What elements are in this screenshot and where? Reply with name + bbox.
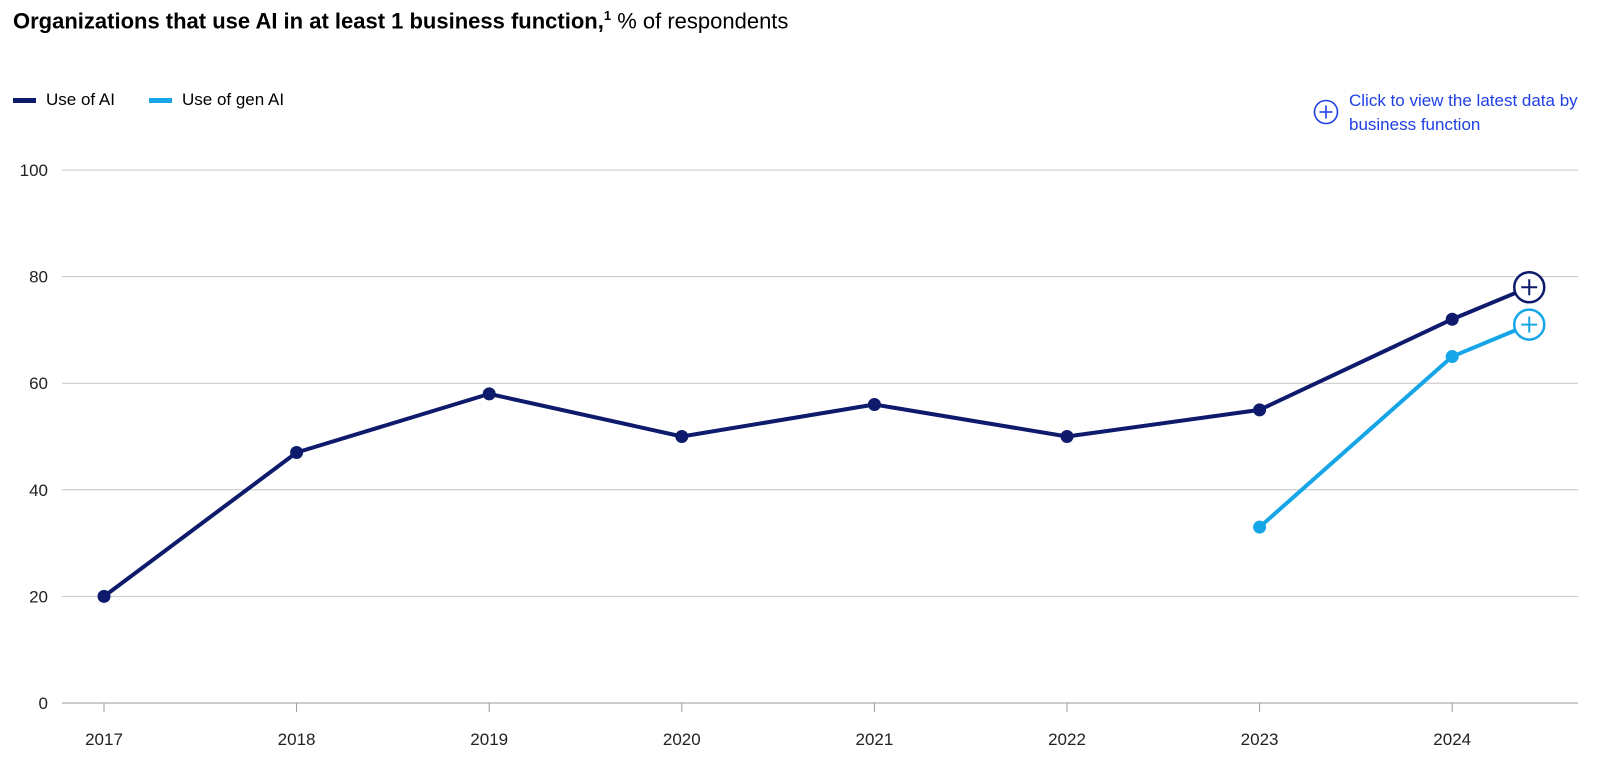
chart-title-main: Organizations that use AI in at least 1 … (13, 8, 604, 34)
plus-circle-icon (1313, 99, 1339, 125)
latest-point-button-use-of-gen-ai[interactable] (1512, 308, 1546, 341)
chart-title: Organizations that use AI in at least 1 … (13, 8, 788, 34)
latest-point-button-use-of-ai[interactable] (1512, 271, 1546, 304)
chart-title-unit: % of respondents (617, 8, 789, 34)
y-tick-label-60: 60 (29, 374, 48, 393)
x-tick-label-2022: 2022 (1048, 730, 1086, 749)
legend: Use of AI Use of gen AI (13, 90, 284, 110)
y-tick-label-100: 100 (20, 161, 48, 180)
y-tick-label-80: 80 (29, 268, 48, 287)
chart-title-footnote: 1 (603, 8, 612, 23)
data-point-use-of-ai-2021 (867, 398, 881, 412)
legend-swatch-use-of-ai (13, 97, 36, 103)
x-tick-label-2024: 2024 (1433, 730, 1471, 749)
view-latest-data-link[interactable]: Click to view the latest data by busines… (1313, 89, 1579, 137)
data-point-use-of-ai-2019 (482, 387, 496, 401)
y-tick-label-0: 0 (39, 694, 48, 713)
series-line-use-of-ai (102, 285, 1532, 599)
y-tick-label-40: 40 (29, 481, 48, 500)
x-tick-label-2018: 2018 (278, 730, 316, 749)
data-point-use-of-ai-2017 (97, 589, 111, 603)
data-point-use-of-ai-2024 (1445, 312, 1459, 326)
legend-label-use-of-gen-ai: Use of gen AI (181, 90, 285, 109)
legend-item-use-of-ai: Use of AI (13, 90, 115, 110)
x-tick-label-2019: 2019 (470, 730, 508, 749)
data-point-use-of-ai-2018 (290, 445, 304, 459)
legend-label-use-of-ai: Use of AI (46, 90, 115, 109)
series-line-use-of-gen-ai (1257, 322, 1532, 530)
data-point-use-of-ai-2022 (1060, 430, 1074, 443)
y-tick-label-20: 20 (29, 587, 48, 606)
data-point-use-of-ai-2023 (1253, 403, 1267, 417)
data-point-use-of-gen-ai-2023 (1253, 520, 1267, 534)
data-point-use-of-gen-ai-2024 (1445, 350, 1459, 364)
legend-swatch-use-of-gen-ai (148, 97, 172, 103)
x-tick-label-2021: 2021 (855, 730, 893, 749)
legend-item-use-of-gen-ai: Use of gen AI (148, 90, 285, 110)
data-point-use-of-ai-2020 (675, 430, 689, 443)
view-latest-data-label: Click to view the latest data by busines… (1349, 91, 1578, 134)
x-tick-label-2017: 2017 (85, 730, 123, 749)
x-tick-label-2020: 2020 (663, 730, 701, 749)
x-tick-label-2023: 2023 (1241, 730, 1279, 749)
